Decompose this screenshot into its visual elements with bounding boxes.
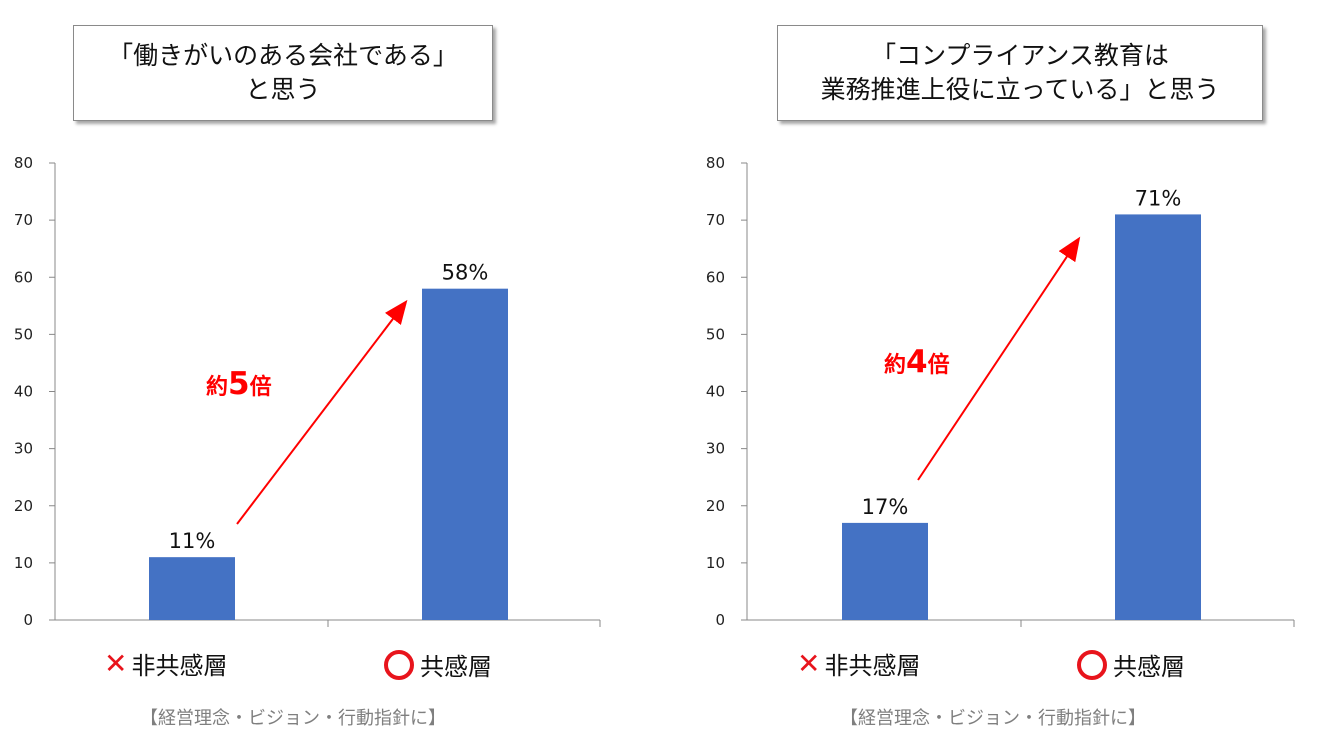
ratio-annotation: 約4倍 (884, 344, 950, 380)
cross-mark-icon: ✕ (797, 647, 821, 680)
y-tick-label: 0 (715, 611, 725, 629)
chart-panel-1: 「働きがいのある会社である」 と思う 0 10 20 30 40 50 60 70 80 11%… (14, 25, 601, 729)
source-note: 【経営理念・ビジョン・行動指針に】 (840, 708, 1146, 729)
chart-title-box: 「コンプライアンス教育は 業務推進上役に立っている」と思う (777, 25, 1263, 121)
y-tick-label: 40 (14, 383, 33, 401)
y-tick-label: 60 (14, 268, 33, 286)
chart-title-box: 「働きがいのある会社である」 と思う (73, 25, 493, 121)
chart-title-line-2: 業務推進上役に立っている」と思う (820, 75, 1220, 104)
chart-title-line-1: 「働きがいのある会社である」 (108, 41, 458, 70)
chart-title-line-1: 「コンプライアンス教育は (871, 41, 1169, 70)
category-label-non-empathy: ✕ 非共感層 (797, 646, 920, 681)
ratio-prefix: 約 (206, 375, 229, 400)
y-tick-label: 10 (706, 554, 725, 572)
y-tick-label: 30 (706, 440, 725, 458)
bar-non-empathy (842, 522, 928, 620)
y-ticks: 0 10 20 30 40 50 60 70 80 (706, 154, 747, 629)
ratio-suffix: 倍 (927, 353, 950, 378)
y-tick-label: 0 (23, 611, 33, 629)
cross-mark-icon: ✕ (104, 647, 128, 680)
category-text: 共感層 (420, 653, 492, 681)
value-label-non-empathy: 17% (862, 495, 909, 519)
y-tick-label: 30 (14, 440, 33, 458)
value-label-non-empathy: 11% (169, 529, 216, 553)
ratio-number: 5 (228, 366, 250, 402)
y-ticks: 0 10 20 30 40 50 60 70 80 (14, 154, 55, 629)
bar-empathy (422, 288, 508, 620)
y-tick-label: 50 (14, 325, 33, 343)
chart-title-line-2: と思う (245, 75, 321, 104)
bar-non-empathy (149, 557, 235, 620)
category-text: 非共感層 (824, 652, 921, 680)
category-label-empathy: 共感層 (384, 647, 492, 682)
source-note: 【経営理念・ビジョン・行動指針に】 (140, 708, 446, 729)
circle-mark-icon (1077, 649, 1107, 680)
bar-chart-svg: 0 10 20 30 40 50 60 70 80 17% 71% (706, 154, 1295, 629)
y-tick-label: 80 (706, 154, 725, 172)
y-tick-label: 80 (14, 154, 33, 172)
chart-panel-2: 「コンプライアンス教育は 業務推進上役に立っている」と思う 0 10 20 30 40 5… (660, 0, 1320, 733)
category-text: 共感層 (1113, 653, 1185, 681)
growth-arrow (236, 299, 408, 525)
ratio-annotation: 約5倍 (206, 366, 272, 402)
y-tick-label: 60 (706, 268, 725, 286)
y-tick-label: 70 (706, 211, 725, 229)
bar-empathy (1115, 214, 1201, 620)
category-label-non-empathy: ✕ 非共感層 (104, 646, 227, 681)
value-label-empathy: 71% (1135, 186, 1182, 210)
y-tick-label: 70 (14, 211, 33, 229)
ratio-prefix: 約 (884, 353, 907, 378)
y-tick-label: 10 (14, 554, 33, 572)
y-tick-label: 50 (706, 325, 725, 343)
y-tick-label: 40 (706, 383, 725, 401)
bar-chart-svg: 0 10 20 30 40 50 60 70 80 11% 58% (14, 154, 601, 629)
circle-mark-icon (384, 649, 414, 680)
ratio-suffix: 倍 (249, 375, 272, 400)
y-tick-label: 20 (14, 497, 33, 515)
category-text: 非共感層 (131, 652, 228, 680)
ratio-number: 4 (906, 344, 928, 380)
category-label-empathy: 共感層 (1077, 647, 1185, 682)
y-tick-label: 20 (706, 497, 725, 515)
growth-arrow (917, 236, 1081, 481)
value-label-empathy: 58% (442, 261, 489, 285)
